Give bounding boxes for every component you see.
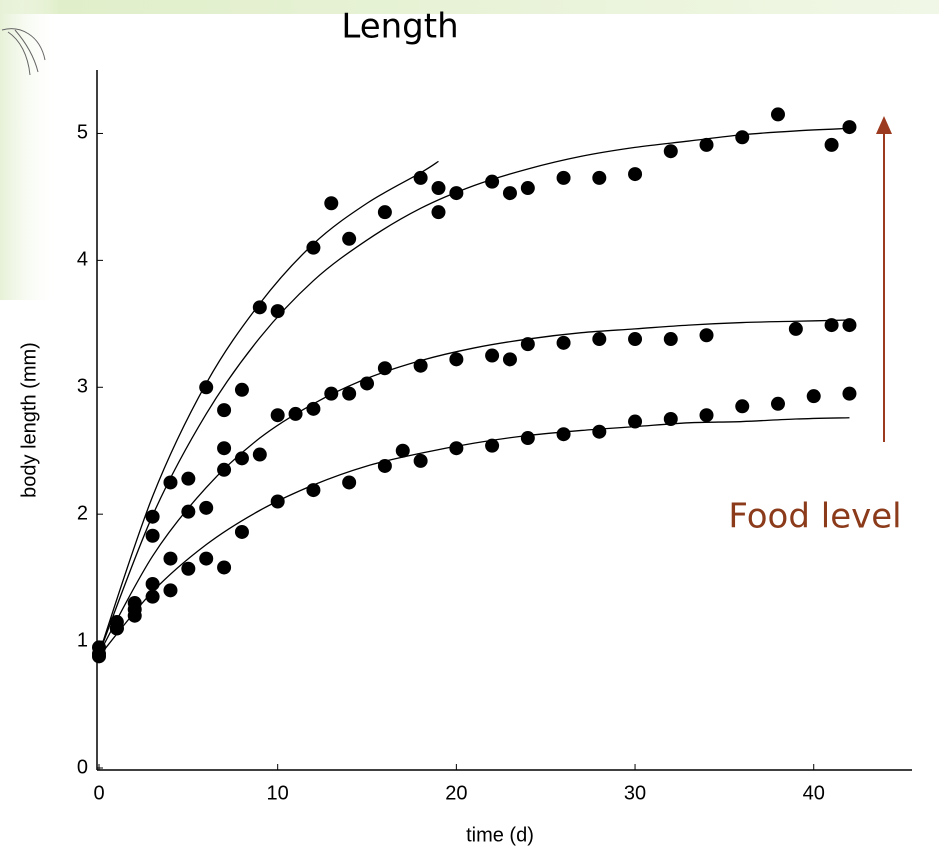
data-point	[735, 130, 750, 145]
data-point	[163, 583, 178, 598]
data-point	[556, 335, 571, 350]
y-tick-label: 4	[77, 249, 88, 271]
y-tick-label: 1	[77, 629, 88, 651]
data-point	[127, 608, 142, 623]
data-point	[145, 576, 160, 591]
data-point	[502, 186, 517, 201]
data-point	[270, 408, 285, 423]
fit-curve	[98, 160, 439, 654]
y-axis-label: body length (mm)	[18, 342, 40, 498]
data-point	[395, 443, 410, 458]
data-point	[217, 560, 232, 575]
data-point	[413, 453, 428, 468]
leaf-decoration	[1, 28, 46, 76]
data-point	[556, 427, 571, 442]
x-tick-label: 10	[267, 782, 289, 804]
data-point	[592, 424, 607, 439]
data-point	[842, 120, 857, 135]
data-point	[199, 551, 214, 566]
data-point	[431, 181, 446, 196]
data-point	[502, 352, 517, 367]
data-point	[628, 414, 643, 429]
data-point	[485, 348, 500, 363]
x-axis-label: time (d)	[466, 824, 534, 846]
data-point	[342, 475, 357, 490]
data-point	[449, 352, 464, 367]
data-point	[520, 181, 535, 196]
data-point	[770, 396, 785, 411]
y-tick-label: 5	[77, 122, 88, 144]
data-point	[377, 205, 392, 220]
data-point	[663, 412, 678, 426]
data-point	[431, 205, 446, 220]
data-point	[252, 447, 267, 462]
data-point	[270, 304, 285, 319]
data-point	[628, 332, 643, 347]
side-decoration	[0, 0, 60, 300]
data-point	[842, 318, 857, 333]
data-point	[109, 621, 124, 636]
data-point	[628, 167, 643, 182]
x-tick-label: 30	[624, 782, 646, 804]
data-point	[252, 300, 267, 315]
fit-curve	[98, 319, 850, 655]
data-point	[699, 408, 714, 423]
data-point	[449, 186, 464, 201]
fit-curve	[98, 417, 850, 657]
header-band	[0, 0, 939, 14]
data-point	[181, 561, 196, 576]
data-point	[735, 399, 750, 414]
data-point	[163, 551, 178, 566]
data-point	[234, 382, 249, 397]
data-point	[234, 524, 249, 539]
y-tick-label: 0	[77, 756, 88, 778]
data-point	[449, 441, 464, 456]
data-point	[806, 389, 821, 404]
data-point	[324, 196, 339, 211]
data-point	[324, 386, 339, 401]
data-point	[199, 500, 214, 515]
data-point	[699, 328, 714, 343]
data-point	[377, 361, 392, 376]
y-tick-label: 2	[77, 502, 88, 524]
data-point	[342, 386, 357, 401]
annotation: Food level	[728, 497, 901, 537]
data-point	[556, 170, 571, 185]
y-tick-label: 3	[77, 376, 88, 398]
data-point	[788, 321, 803, 336]
data-point	[842, 386, 857, 401]
data-point	[592, 332, 607, 347]
data-point	[520, 337, 535, 352]
data-point	[181, 504, 196, 519]
fit-curve	[98, 127, 850, 655]
x-tick-label: 20	[445, 782, 467, 804]
data-point	[306, 240, 321, 255]
chart-title: Length	[341, 7, 458, 47]
data-point	[342, 231, 357, 246]
data-point	[520, 431, 535, 446]
data-point	[181, 471, 196, 486]
data-point	[663, 332, 678, 347]
data-point	[234, 451, 249, 466]
data-point	[663, 144, 678, 159]
data-point	[217, 403, 232, 418]
data-point	[699, 137, 714, 152]
x-tick-label: 40	[803, 782, 825, 804]
data-point	[824, 318, 839, 333]
data-point	[485, 438, 500, 453]
x-tick-label: 0	[93, 782, 104, 804]
data-point	[592, 170, 607, 185]
data-point	[824, 137, 839, 152]
data-point	[145, 528, 160, 543]
data-point	[145, 589, 160, 604]
data-point	[217, 441, 232, 456]
data-point	[770, 107, 785, 122]
